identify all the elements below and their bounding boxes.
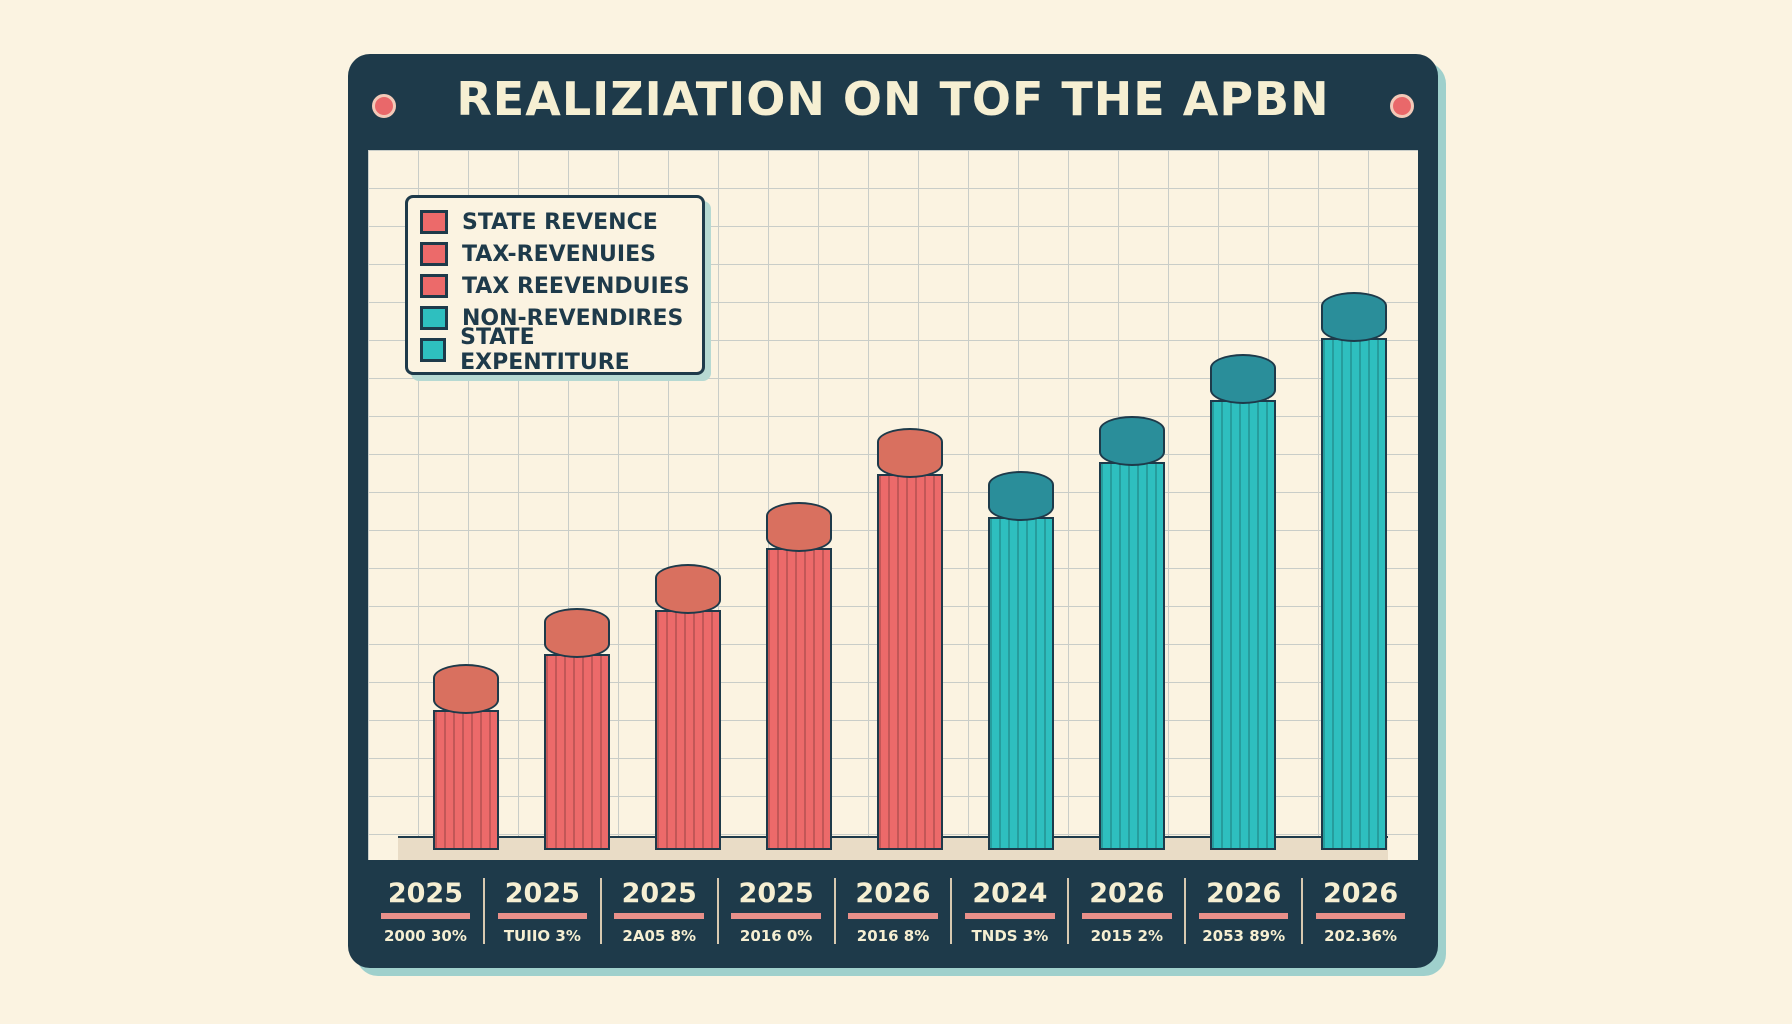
x-tick-sublabel: 2016 8%: [856, 927, 930, 945]
x-tick-sublabel: TNDS 3%: [971, 927, 1049, 945]
x-tick: 2025 2000 30%: [368, 878, 485, 945]
x-tick: 2026 2015 2%: [1069, 878, 1187, 945]
legend-label: STATE REVENCE: [462, 209, 658, 235]
x-tick-label: 2026: [1322, 878, 1399, 909]
bar-cap: [543, 607, 610, 658]
x-tick-sublabel: TUIIO 3%: [503, 927, 581, 945]
bar: [654, 564, 721, 850]
plot-area: [368, 146, 1418, 860]
x-tick: 2026 202.36%: [1303, 878, 1418, 945]
bar: [877, 428, 943, 850]
tick-underline: [380, 913, 471, 919]
x-tick-sublabel: 202.36%: [1324, 927, 1398, 945]
bar-cap: [1099, 415, 1166, 466]
bar: [432, 663, 499, 850]
x-tick-sublabel: 2A05 8%: [622, 927, 697, 945]
legend-item: NON-REVENDIRES: [420, 302, 690, 334]
chart-title: REALIZIATION ON TOF THE APBN: [456, 72, 1330, 126]
x-tick: 2024 TNDS 3%: [952, 878, 1070, 945]
x-tick-sublabel: 2016 0%: [739, 927, 813, 945]
tick-underline: [848, 913, 938, 919]
legend-label: TAX REEVENDUIES: [462, 273, 690, 299]
tick-underline: [731, 913, 821, 919]
x-tick-label: 2026: [1089, 878, 1165, 909]
bar: [988, 471, 1055, 850]
bar: [1321, 291, 1388, 850]
x-tick-label: 2026: [855, 878, 931, 909]
bar-cap: [877, 428, 943, 478]
tick-underline: [1081, 913, 1172, 919]
x-axis-labels: 2025 2000 30% 2025 TUIIO 3% 2025 2A05 8% 2025 2…: [368, 866, 1418, 956]
pin-icon: [372, 94, 396, 118]
legend-swatch: [420, 242, 448, 266]
bar-cap: [988, 471, 1055, 522]
x-tick: 2025 TUIIO 3%: [485, 878, 602, 945]
bar-cap: [432, 663, 499, 714]
pin-icon: [1390, 94, 1414, 118]
legend-swatch: [420, 210, 448, 234]
x-tick-label: 2025: [738, 878, 814, 909]
tick-underline: [497, 913, 588, 919]
tick-underline: [1198, 913, 1289, 919]
legend-label: STATE EXPENTITURE: [460, 325, 630, 375]
legend-label: NON-REVENDIRES: [462, 305, 684, 331]
bar: [543, 607, 610, 850]
legend-swatch: [420, 338, 447, 362]
x-tick-label: 2025: [387, 878, 464, 909]
legend-item: STATE EXPENTITURE: [420, 325, 690, 375]
legend-item: STATE REVENCE: [420, 206, 690, 238]
x-tick-sublabel: 2000 30%: [384, 927, 467, 945]
legend: STATE REVENCE TAX-REVENUIES TAX REEVENDUIE…: [405, 195, 705, 375]
x-tick-label: 2025: [621, 878, 697, 909]
tick-underline: [1315, 913, 1406, 919]
legend-item: TAX REEVENDUIES: [420, 270, 690, 302]
legend-item: TAX-REVENUIES: [420, 238, 690, 270]
x-tick-sublabel: 2015 2%: [1090, 927, 1163, 945]
bar-cap: [654, 564, 721, 615]
bar-cap: [1321, 291, 1388, 342]
bar-cap: [765, 502, 832, 553]
chart-panel: REALIZIATION ON TOF THE APBN 2025 2000 30…: [348, 54, 1438, 968]
x-tick-label: 2024: [972, 878, 1048, 909]
x-tick-label: 2026: [1206, 878, 1282, 909]
bar: [765, 502, 832, 850]
legend-swatch: [420, 274, 448, 298]
tick-underline: [965, 913, 1055, 919]
x-tick: 2025 2A05 8%: [602, 878, 719, 945]
bar: [1210, 353, 1277, 850]
legend-swatch: [420, 306, 448, 330]
x-tick: 2025 2016 0%: [719, 878, 836, 945]
x-tick: 2026 2016 8%: [836, 878, 953, 945]
legend-label: TAX-REVENUIES: [462, 241, 656, 267]
bar: [1099, 415, 1166, 850]
x-tick-sublabel: 2053 89%: [1202, 927, 1286, 945]
x-tick-label: 2025: [504, 878, 580, 909]
bar-cap: [1210, 353, 1277, 404]
x-tick: 2026 2053 89%: [1186, 878, 1304, 945]
tick-underline: [614, 913, 705, 919]
